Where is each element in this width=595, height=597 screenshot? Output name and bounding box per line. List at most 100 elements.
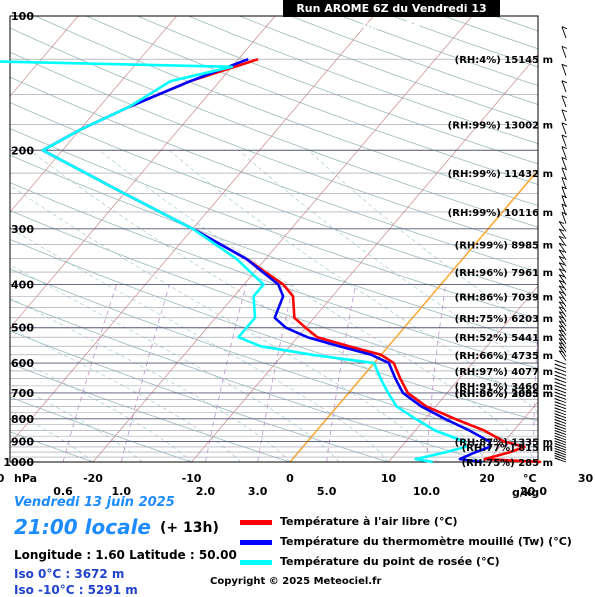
level-label: (RH:96%) 7961 m xyxy=(455,268,553,279)
barb-flag xyxy=(555,458,560,460)
x-tick-label: 10 xyxy=(381,472,397,485)
wind-barb xyxy=(562,81,567,92)
level-label: (RH:75%) 285 m xyxy=(462,458,553,469)
wind-barb xyxy=(559,302,566,312)
copyright: Copyright © 2025 Meteociel.fr xyxy=(210,576,381,587)
barb-flag xyxy=(555,417,560,419)
mixing-ratio-line xyxy=(63,285,117,463)
wind-barb xyxy=(555,382,566,386)
mixing-ratio-tick-label: 5.0 xyxy=(317,485,337,498)
wind-barb xyxy=(562,96,567,107)
level-label: (RH:91%) 3460 m xyxy=(455,382,553,393)
barb-flag xyxy=(555,441,560,443)
x-tick-label: -30 xyxy=(0,472,5,485)
barb-flag xyxy=(555,419,560,421)
barb-flag xyxy=(555,443,560,445)
wind-barb xyxy=(559,280,566,290)
barb-flag xyxy=(555,422,560,424)
level-label: (RH:97%) 4077 m xyxy=(455,367,553,378)
barb-flag xyxy=(555,375,560,377)
moist-adiabat xyxy=(0,150,339,462)
wind-barb xyxy=(559,286,566,296)
wind-barb xyxy=(555,375,566,379)
wind-barb xyxy=(559,269,566,279)
level-label: (RH:99%) 8985 m xyxy=(455,240,553,251)
wind-barb xyxy=(562,123,567,134)
y-tick-label: 500 xyxy=(11,322,34,335)
level-label: (RH:75%) 6203 m xyxy=(455,314,553,325)
barb-flag xyxy=(555,379,560,381)
barb-flag xyxy=(555,414,560,416)
chart-title: Run AROME 6Z du Vendredi 13 juin 2025 xyxy=(283,0,500,17)
level-label: (RH:52%) 5441 m xyxy=(455,333,553,344)
wind-barb xyxy=(555,364,566,368)
barb-flag xyxy=(555,425,560,427)
y-tick-label: 200 xyxy=(11,144,34,157)
barb-flag xyxy=(555,430,560,432)
y-tick-label: 400 xyxy=(11,279,34,292)
mixing-ratio-line xyxy=(327,285,356,463)
wind-barb xyxy=(555,379,566,383)
moist-adiabat xyxy=(0,150,438,462)
barb-flag xyxy=(555,395,560,397)
barb-flag xyxy=(555,411,560,413)
legend-swatch-wet-bulb xyxy=(240,540,272,545)
y-tick-label: 900 xyxy=(11,436,34,449)
y-tick-label: 700 xyxy=(11,387,34,400)
y-tick-label: 100 xyxy=(11,10,34,23)
legend-item-dewpoint: Température du point de rosée (°C) xyxy=(240,555,500,571)
legend-swatch-dewpoint xyxy=(240,560,272,565)
x-tick-label: 30 xyxy=(578,472,594,485)
local-time: 21:00 locale xyxy=(14,515,151,539)
legend-label-wet-bulb: Température du thermomètre mouillé (Tw) … xyxy=(280,535,572,548)
legend-item-temperature: Température à l'air libre (°C) xyxy=(240,515,458,531)
wind-barb xyxy=(555,371,566,375)
series-line-1 xyxy=(43,59,490,462)
barb-flag xyxy=(555,385,560,387)
legend-item-wet-bulb: Température du thermomètre mouillé (Tw) … xyxy=(240,535,572,551)
mixing-ratio-line xyxy=(0,285,11,463)
barb-flag xyxy=(555,402,560,404)
isotherm xyxy=(586,16,595,462)
barb-flag xyxy=(555,446,560,448)
mixing-ratio-line xyxy=(206,285,247,463)
barb-flag xyxy=(555,408,560,410)
barb-flag xyxy=(555,368,560,370)
level-label: (RH:99%) 11432 m xyxy=(448,169,553,180)
level-label: (RH:99%) 13002 m xyxy=(448,120,553,131)
wind-barb xyxy=(555,458,566,462)
mixing-ratio-tick-label: 10.0 xyxy=(413,485,440,498)
wind-barb xyxy=(562,147,567,158)
wind-barb xyxy=(559,291,566,301)
dry-adiabat xyxy=(0,16,389,462)
wind-barb xyxy=(559,275,566,285)
wind-barb xyxy=(562,46,567,57)
x-axis-unit-label: °C xyxy=(523,472,537,485)
mixing-ratio-tick-label: 2.0 xyxy=(196,485,216,498)
isotherm xyxy=(0,16,275,462)
mixing-ratio-line xyxy=(121,285,169,463)
mixing-axis-unit-label: g/kg xyxy=(512,486,539,499)
mixing-ratio-line xyxy=(427,285,446,463)
barb-flag xyxy=(555,436,560,438)
x-tick-label: -20 xyxy=(83,472,103,485)
y-axis-unit-label: hPa xyxy=(14,472,37,485)
barb-flag xyxy=(555,456,560,458)
dry-adiabat xyxy=(0,16,487,462)
barb-flag xyxy=(555,448,560,450)
barb-flag xyxy=(555,382,560,384)
barb-flag xyxy=(555,389,560,391)
level-label: (RH:87%) 1335 m xyxy=(455,438,553,449)
wind-barb xyxy=(562,64,567,75)
barb-flag xyxy=(555,433,560,435)
dry-adiabat xyxy=(0,16,290,462)
barb-flag xyxy=(555,451,560,453)
x-tick-label: 0 xyxy=(286,472,294,485)
y-tick-label: 300 xyxy=(11,223,34,236)
wind-barb xyxy=(559,297,566,307)
level-label: (RH:86%) 7039 m xyxy=(455,292,553,303)
level-label: (RH:99%) 10116 m xyxy=(448,208,553,219)
coordinates: Longitude : 1.60 Latitude : 50.00 xyxy=(14,548,237,562)
level-label: (RH:4%) 15145 m xyxy=(455,55,553,66)
barb-flag xyxy=(555,371,560,373)
